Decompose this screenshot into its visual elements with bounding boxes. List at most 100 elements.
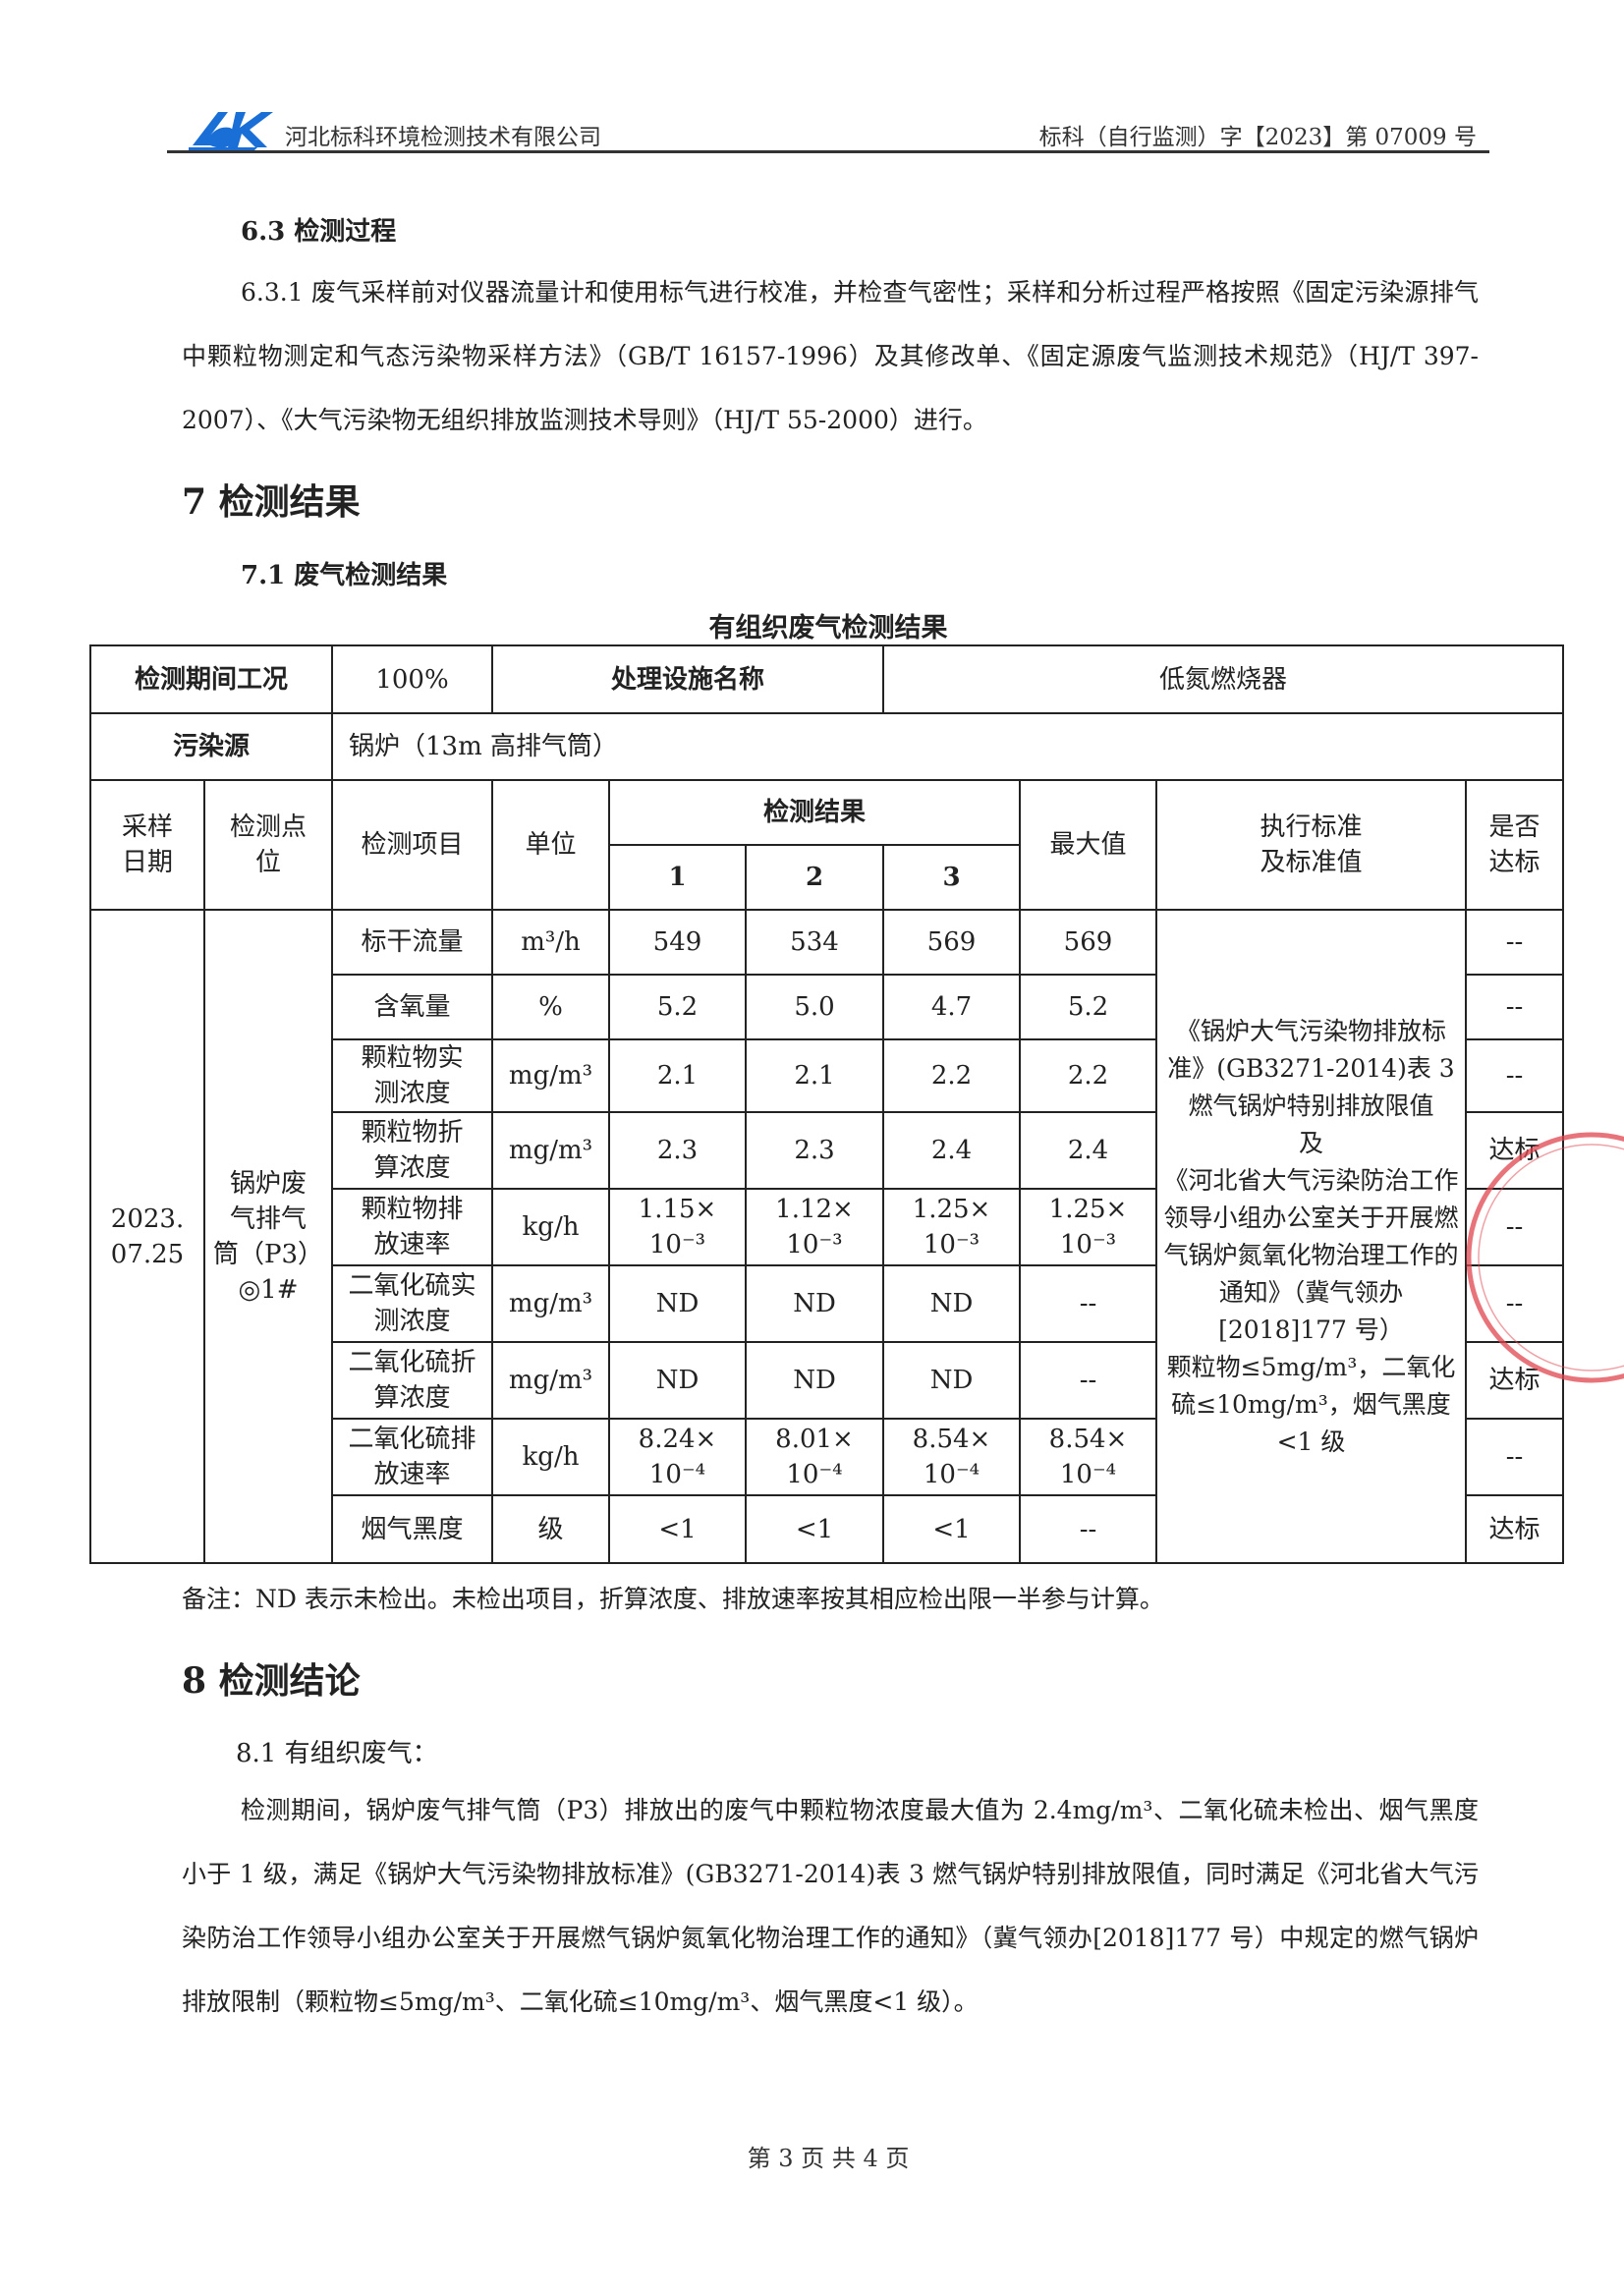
cell-max: 8.54× 10⁻⁴ bbox=[1019, 1418, 1157, 1496]
table-row: 烟气黑度级 <1 <1 <1 -- 达标 bbox=[90, 1494, 1564, 1564]
cell-v1: 1.15× 10⁻³ bbox=[608, 1188, 747, 1266]
cell-max: -- bbox=[1019, 1341, 1157, 1420]
cell-item: 颗粒物排 放速率 bbox=[331, 1188, 493, 1266]
cell-item: 二氧化硫排 放速率 bbox=[331, 1418, 493, 1496]
table-title: 有组织废气检测结果 bbox=[708, 613, 948, 644]
cell-pass: -- bbox=[1465, 974, 1564, 1040]
header-max: 最大值 bbox=[1019, 779, 1157, 911]
cell-unit: kg/h bbox=[491, 1418, 610, 1496]
cell-v3: 8.54× 10⁻⁴ bbox=[882, 1418, 1021, 1496]
cell-max: -- bbox=[1019, 1494, 1157, 1564]
cell-item: 标干流量 bbox=[331, 909, 493, 976]
cell-v2: 1.12× 10⁻³ bbox=[745, 1188, 884, 1266]
condition-value: 100% bbox=[331, 644, 493, 714]
cell-v2: 534 bbox=[745, 909, 884, 976]
header-pass: 是否 达标 bbox=[1465, 779, 1564, 911]
cell-v1: 2.3 bbox=[608, 1111, 747, 1190]
header-r3: 3 bbox=[882, 844, 1021, 911]
cell-pass: -- bbox=[1465, 1038, 1564, 1113]
sample-point: 锅炉废 气排气 筒（P3） ◎1# bbox=[203, 909, 333, 1564]
cell-max: 2.4 bbox=[1019, 1111, 1157, 1190]
header-standard: 执行标准 及标准值 bbox=[1155, 779, 1467, 911]
cell-item: 颗粒物实 测浓度 bbox=[331, 1038, 493, 1113]
table-row: 二氧化硫实 测浓度 mg/m³ ND ND ND -- -- bbox=[90, 1264, 1564, 1343]
cell-v1: 5.2 bbox=[608, 974, 747, 1040]
table-note: 备注：ND 表示未检出。未检出项目，折算浓度、排放速率按其相应检出限一半参与计算… bbox=[182, 1585, 1164, 1613]
cell-item: 颗粒物折 算浓度 bbox=[331, 1111, 493, 1190]
cell-v2: <1 bbox=[745, 1494, 884, 1564]
cell-pass: 达标 bbox=[1465, 1494, 1564, 1564]
header-unit: 单位 bbox=[491, 779, 610, 911]
cell-v2: 2.1 bbox=[745, 1038, 884, 1113]
cell-item: 烟气黑度 bbox=[331, 1494, 493, 1564]
report-number: 标科（自行监测）字【2023】第 07009 号 bbox=[1038, 125, 1477, 150]
cell-pass: -- bbox=[1465, 909, 1564, 976]
section-6-3-title: 6.3 检测过程 bbox=[241, 217, 397, 247]
standard-text: 《锅炉大气污染物排放标准》(GB3271-2014)表 3 燃气锅炉特别排放限值… bbox=[1155, 909, 1467, 1564]
cell-v1: <1 bbox=[608, 1494, 747, 1564]
section-8-paragraph: 检测期间，锅炉废气排气筒（P3）排放出的废气中颗粒物浓度最大值为 2.4mg/m… bbox=[182, 1796, 1479, 2016]
cell-item: 二氧化硫实 测浓度 bbox=[331, 1264, 493, 1343]
header-r1: 1 bbox=[608, 844, 747, 911]
cell-v1: 8.24× 10⁻⁴ bbox=[608, 1418, 747, 1496]
sample-date: 2023. 07.25 bbox=[89, 909, 205, 1564]
emission-results-table: 检测期间工况 100% 处理设施名称 低氮燃烧器 污染源 锅炉（13m 高排气筒… bbox=[89, 644, 1564, 1564]
table-row: 含氧量% 5.2 5.0 4.7 5.2 -- bbox=[90, 974, 1564, 1040]
header-r2: 2 bbox=[745, 844, 884, 911]
cell-unit: kg/h bbox=[491, 1188, 610, 1266]
section-7-1-title: 7.1 废气检测结果 bbox=[241, 561, 448, 590]
cell-v1: 549 bbox=[608, 909, 747, 976]
facility-value: 低氮燃烧器 bbox=[882, 644, 1564, 714]
cell-max: 1.25× 10⁻³ bbox=[1019, 1188, 1157, 1266]
company-seal bbox=[1466, 1132, 1624, 1383]
cell-item: 二氧化硫折 算浓度 bbox=[331, 1341, 493, 1420]
header-point: 检测点 位 bbox=[203, 779, 333, 911]
cell-v1: 2.1 bbox=[608, 1038, 747, 1113]
cell-v3: ND bbox=[882, 1341, 1021, 1420]
cell-unit: mg/m³ bbox=[491, 1341, 610, 1420]
section-8-1-title: 8.1 有组织废气： bbox=[236, 1739, 438, 1768]
cell-v2: ND bbox=[745, 1341, 884, 1420]
company-name: 河北标科环境检测技术有限公司 bbox=[285, 125, 601, 150]
source-label: 污染源 bbox=[89, 712, 333, 781]
company-logo bbox=[189, 112, 273, 151]
cell-item: 含氧量 bbox=[331, 974, 493, 1040]
cell-v3: 4.7 bbox=[882, 974, 1021, 1040]
cell-max: 569 bbox=[1019, 909, 1157, 976]
cell-v3: ND bbox=[882, 1264, 1021, 1343]
cell-v1: ND bbox=[608, 1341, 747, 1420]
cell-v2: 2.3 bbox=[745, 1111, 884, 1190]
cell-v3: 2.2 bbox=[882, 1038, 1021, 1113]
cell-unit: % bbox=[491, 974, 610, 1040]
header-date: 采样 日期 bbox=[89, 779, 205, 911]
table-row: 颗粒物实 测浓度 mg/m³ 2.1 2.1 2.2 2.2 -- bbox=[90, 1038, 1564, 1113]
condition-label: 检测期间工况 bbox=[89, 644, 333, 714]
cell-pass: -- bbox=[1465, 1264, 1564, 1343]
header-divider bbox=[167, 150, 1489, 153]
table-row: 颗粒物折 算浓度 mg/m³ 2.3 2.3 2.4 2.4 达标 bbox=[90, 1111, 1564, 1190]
table-row: 2023. 07.25 锅炉废 气排气 筒（P3） ◎1# 标干流量 m³/h 549 5… bbox=[89, 909, 1564, 1564]
cell-max: 5.2 bbox=[1019, 974, 1157, 1040]
cell-v2: ND bbox=[745, 1264, 884, 1343]
source-value: 锅炉（13m 高排气筒） bbox=[331, 712, 1564, 781]
page-number: 第 3 页 共 4 页 bbox=[747, 2145, 910, 2172]
cell-max: 2.2 bbox=[1019, 1038, 1157, 1113]
cell-unit: mg/m³ bbox=[491, 1264, 610, 1343]
section-6-3-paragraph: 6.3.1 废气采样前对仪器流量计和使用标气进行校准，并检查气密性；采样和分析过… bbox=[182, 278, 1479, 434]
cell-v2: 5.0 bbox=[745, 974, 884, 1040]
cell-unit: 级 bbox=[491, 1494, 610, 1564]
cell-v3: <1 bbox=[882, 1494, 1021, 1564]
header-results: 检测结果 bbox=[608, 779, 1021, 846]
table-row: 二氧化硫排 放速率 kg/h 8.24× 10⁻⁴ 8.01× 10⁻⁴ 8.54× 1… bbox=[90, 1418, 1564, 1496]
header-item: 检测项目 bbox=[331, 779, 493, 911]
table-row: 颗粒物排 放速率 kg/h 1.15× 10⁻³ 1.12× 10⁻³ 1.25× 10… bbox=[90, 1188, 1564, 1266]
cell-v3: 1.25× 10⁻³ bbox=[882, 1188, 1021, 1266]
cell-unit: mg/m³ bbox=[491, 1038, 610, 1113]
cell-v2: 8.01× 10⁻⁴ bbox=[745, 1418, 884, 1496]
cell-pass: 达标 bbox=[1465, 1111, 1564, 1190]
facility-label: 处理设施名称 bbox=[491, 644, 884, 714]
cell-v3: 569 bbox=[882, 909, 1021, 976]
section-7-title: 7 检测结果 bbox=[182, 481, 361, 523]
cell-pass: -- bbox=[1465, 1418, 1564, 1496]
cell-unit: mg/m³ bbox=[491, 1111, 610, 1190]
